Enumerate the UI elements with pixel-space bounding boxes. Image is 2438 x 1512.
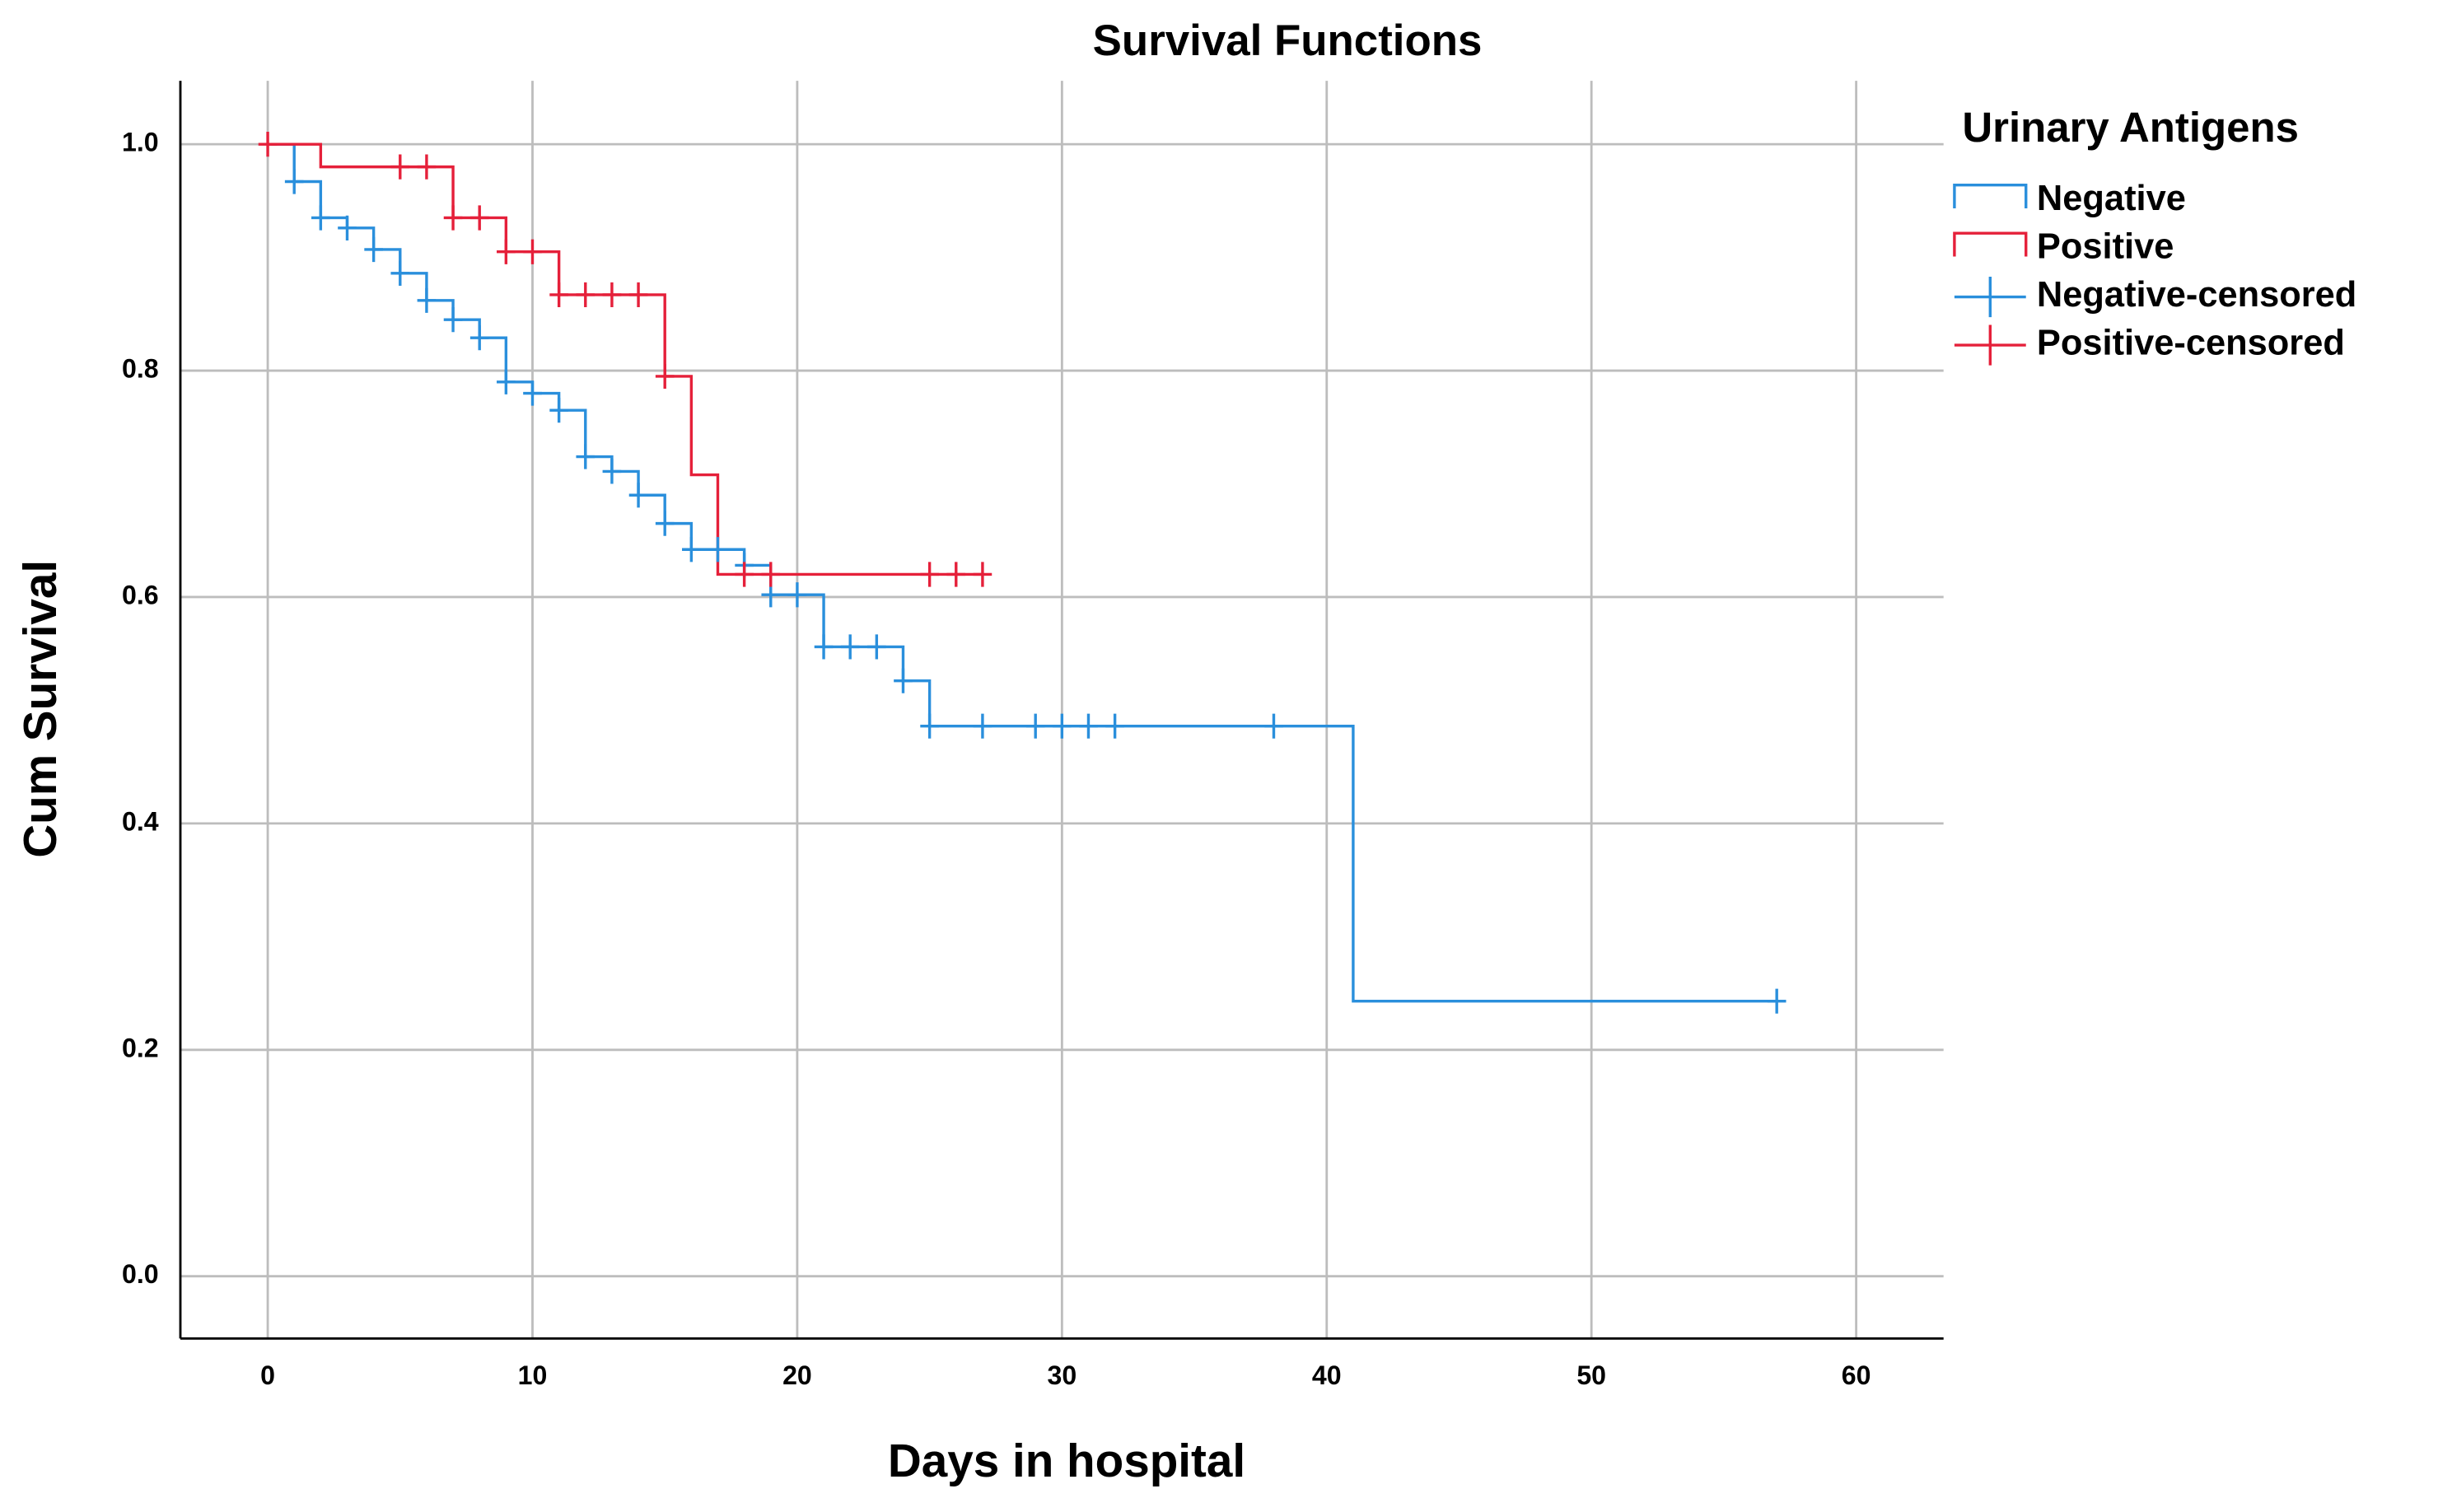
censor-mark — [946, 562, 966, 587]
y-axis-label: Cum Survival — [15, 560, 67, 858]
legend-title: Urinary Antigens — [1962, 104, 2299, 151]
censor-mark — [549, 398, 568, 423]
censor-mark — [655, 511, 675, 536]
censor-mark — [814, 634, 834, 660]
censor-mark — [761, 562, 781, 587]
censor-mark — [338, 215, 357, 240]
censor-mark — [1105, 713, 1124, 739]
censor-mark — [390, 260, 410, 286]
censor-mark — [628, 282, 648, 308]
censor-mark — [920, 562, 939, 587]
survival-line — [268, 142, 983, 576]
censor-mark — [523, 380, 542, 406]
legend-label: Negative-censored — [2037, 275, 2356, 315]
censor-mark — [443, 307, 463, 333]
legend-icon — [1954, 277, 2026, 318]
censor-mark — [1025, 713, 1045, 739]
censor-mark — [735, 562, 754, 587]
censor-mark — [311, 205, 330, 231]
x-tick-label: 30 — [1047, 1360, 1077, 1390]
censor-mark — [655, 363, 675, 390]
censor-mark — [576, 444, 595, 469]
y-tick-label: 0.8 — [122, 354, 159, 384]
censor-mark — [469, 205, 489, 231]
censor-mark — [549, 282, 568, 308]
legend-label: Positive-censored — [2037, 324, 2345, 363]
censor-mark — [682, 537, 701, 562]
x-axis-label: Days in hospital — [888, 1435, 1245, 1487]
y-tick-label: 0.0 — [122, 1259, 159, 1289]
censor-mark — [258, 132, 278, 157]
censor-mark — [1053, 713, 1072, 739]
censor-mark — [708, 537, 727, 562]
censor-mark — [576, 282, 595, 308]
censor-mark — [840, 634, 860, 660]
legend-icon — [1953, 183, 2028, 208]
censor-mark — [787, 582, 807, 608]
censor-mark — [602, 282, 622, 308]
legend-label: Positive — [2037, 227, 2174, 267]
survival-line — [268, 142, 1777, 1003]
censor-mark — [417, 154, 437, 180]
chart-title: Survival Functions — [1093, 16, 1483, 65]
censor-mark — [973, 562, 992, 587]
censor-mark — [894, 668, 913, 693]
censor-mark — [284, 169, 304, 194]
censor-mark — [602, 459, 622, 484]
legend-icon — [1954, 324, 2026, 366]
y-tick-label: 0.6 — [122, 580, 159, 609]
censor-mark — [1264, 713, 1283, 739]
censor-mark — [867, 634, 886, 660]
censor-mark — [497, 369, 516, 394]
censor-mark — [469, 325, 489, 351]
x-tick-label: 60 — [1842, 1360, 1871, 1390]
censor-mark — [628, 483, 648, 508]
y-tick-label: 0.4 — [122, 806, 159, 836]
y-tick-label: 0.2 — [122, 1033, 159, 1062]
y-tick-label: 1.0 — [122, 128, 159, 157]
censor-mark — [390, 154, 410, 180]
x-tick-label: 10 — [518, 1360, 548, 1390]
x-tick-label: 20 — [782, 1360, 812, 1390]
legend-icon — [1953, 231, 2028, 257]
x-tick-label: 40 — [1312, 1360, 1342, 1390]
censor-mark — [1079, 713, 1098, 739]
censor-mark — [497, 239, 516, 264]
censor-mark — [973, 713, 992, 739]
legend-label: Negative — [2037, 179, 2186, 218]
censor-mark — [443, 205, 463, 231]
x-tick-label: 50 — [1576, 1360, 1606, 1390]
censor-mark — [364, 236, 383, 263]
censor-mark — [417, 287, 437, 313]
censor-mark — [1767, 988, 1786, 1014]
censor-mark — [523, 239, 542, 264]
censor-mark — [920, 713, 939, 739]
x-tick-label: 0 — [260, 1360, 275, 1390]
